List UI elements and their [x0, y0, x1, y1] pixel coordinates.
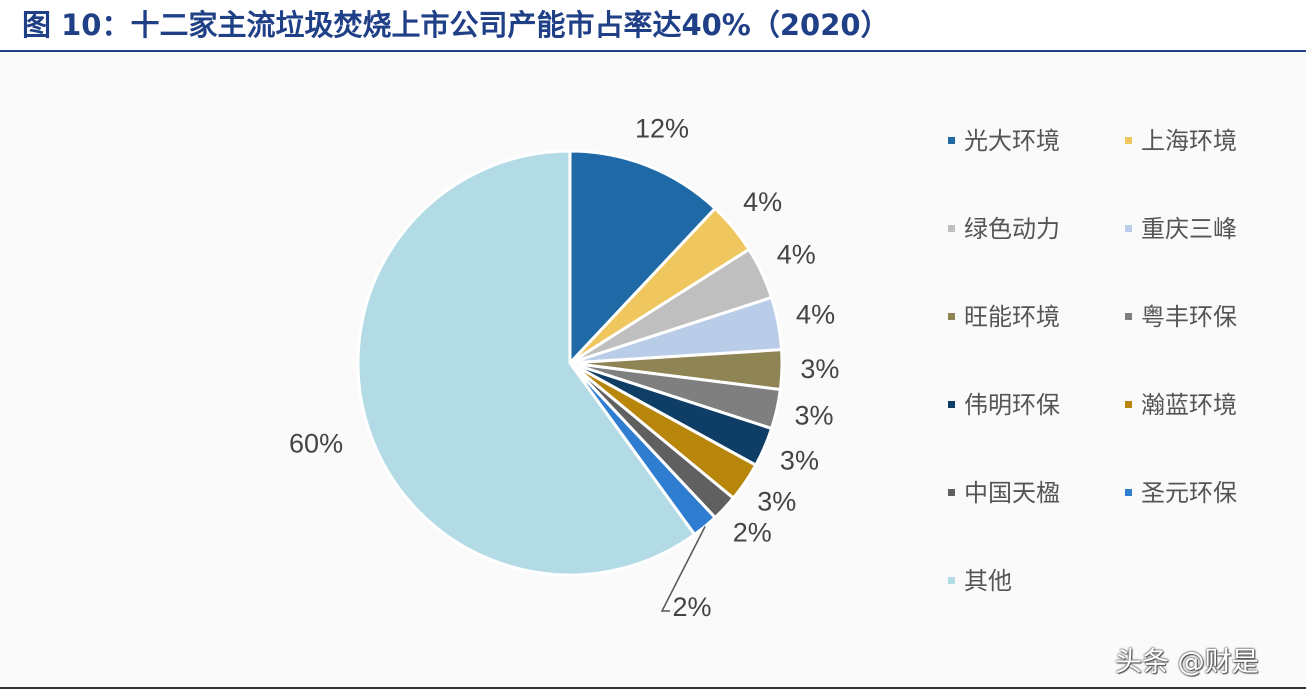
legend-item-8: 中国天楹: [948, 478, 1060, 508]
title-divider: [0, 50, 1306, 52]
data-label-4: 3%: [800, 354, 839, 384]
legend-item-7: 瀚蓝环境: [1125, 390, 1237, 420]
legend-swatch-5: [1125, 312, 1132, 320]
data-label-5: 3%: [794, 401, 833, 431]
pie-slices: [356, 149, 784, 577]
legend-swatch-9: [1125, 488, 1132, 496]
data-label-1: 4%: [743, 187, 782, 217]
pie-chart: 12%4%4%4%3%3%3%3%2%2%60%: [289, 114, 839, 622]
chart-panel: 12% 4% 4% 4% 3% 3% 3% 3% 2% 2% 60% 光大环境 上海环境 绿色动力 重庆三…: [0, 53, 1306, 687]
data-label-7: 3%: [757, 487, 796, 517]
legend-swatch-2: [948, 224, 955, 232]
pie-slice-0: [568, 149, 718, 367]
legend-label-0: 光大环境: [964, 127, 1060, 155]
legend-swatch-10: [948, 576, 955, 584]
legend-item-10: 其他: [948, 566, 1012, 596]
legend-label-7: 瀚蓝环境: [1141, 391, 1237, 419]
data-label-3: 4%: [796, 299, 835, 329]
pie-slice-10: [356, 149, 697, 577]
data-label-8: 2%: [733, 517, 772, 547]
legend-item-6: 伟明环保: [948, 390, 1060, 420]
legend-label-6: 伟明环保: [964, 391, 1060, 419]
data-label-6: 3%: [780, 445, 819, 475]
legend-swatch-3: [1125, 224, 1132, 232]
data-label-10: 60%: [289, 429, 343, 459]
legend-item-4: 旺能环境: [948, 302, 1060, 332]
data-label-9: 2%: [672, 592, 711, 622]
legend-swatch-1: [1125, 136, 1132, 144]
legend-label-2: 绿色动力: [964, 215, 1060, 243]
legend-item-5: 粤丰环保: [1125, 302, 1237, 332]
leader-line-9: [660, 526, 706, 612]
leader-lines: [660, 526, 706, 612]
legend-label-1: 上海环境: [1141, 127, 1237, 155]
data-label-2: 4%: [777, 240, 816, 270]
legend-label-5: 粤丰环保: [1141, 303, 1237, 331]
legend-label-9: 圣元环保: [1141, 479, 1237, 507]
watermark: 头条 @财是: [1115, 647, 1259, 678]
legend-swatch-0: [948, 136, 955, 144]
legend-swatch-8: [948, 488, 955, 496]
chart-title: 图 10：十二家主流垃圾焚烧上市公司产能市占率达40%（2020）: [22, 8, 890, 42]
legend-swatch-4: [948, 312, 955, 320]
data-labels: 12%4%4%4%3%3%3%3%2%2%60%: [289, 114, 839, 622]
legend-item-9: 圣元环保: [1125, 478, 1237, 508]
legend-item-0: 光大环境: [948, 126, 1060, 156]
legend-label-4: 旺能环境: [964, 303, 1060, 331]
bottom-divider: [0, 687, 1306, 689]
legend-item-2: 绿色动力: [948, 214, 1060, 244]
legend-swatch-7: [1125, 400, 1132, 408]
legend-label-8: 中国天楹: [964, 479, 1060, 507]
legend-item-3: 重庆三峰: [1125, 214, 1237, 244]
legend-label-10: 其他: [964, 567, 1012, 595]
data-label-0: 12%: [635, 114, 689, 144]
legend-label-3: 重庆三峰: [1141, 215, 1237, 243]
legend-item-1: 上海环境: [1125, 126, 1237, 156]
legend-swatch-6: [948, 400, 955, 408]
